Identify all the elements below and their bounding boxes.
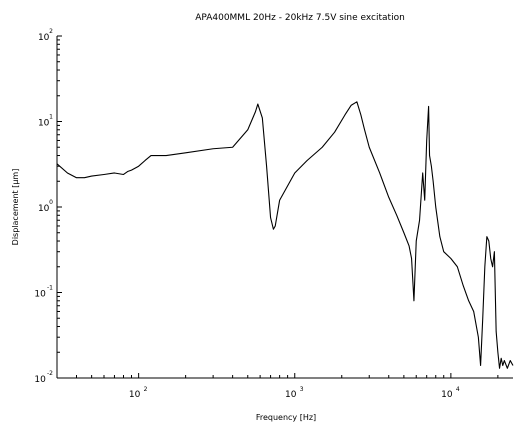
x-tick-exponent: 4 xyxy=(456,386,460,393)
x-tick-label: 10 xyxy=(129,390,141,400)
y-tick-exponent: 1 xyxy=(49,114,53,121)
x-tick-exponent: 2 xyxy=(144,386,148,393)
y-tick-exponent: 0 xyxy=(49,199,53,206)
y-tick-exponent: -1 xyxy=(47,285,53,292)
y-tick-label: 10 xyxy=(38,33,50,43)
y-tick-exponent: 2 xyxy=(49,28,53,35)
y-tick-label: 10 xyxy=(34,375,46,385)
x-axis-label: Frequency [Hz] xyxy=(256,413,316,422)
x-tick-label: 10 xyxy=(285,390,297,400)
y-tick-exponent: -2 xyxy=(47,370,53,377)
series-line-0 xyxy=(56,101,514,369)
y-tick-label: 10 xyxy=(34,290,46,300)
y-tick-label: 10 xyxy=(38,204,50,214)
y-tick-label: 10 xyxy=(38,119,50,129)
x-tick-exponent: 3 xyxy=(300,386,304,393)
y-axis-label: Displacement [µm] xyxy=(11,169,20,246)
x-tick-label: 10 xyxy=(441,390,453,400)
chart-title: APA400MML 20Hz - 20kHz 7.5V sine excitat… xyxy=(195,13,405,23)
